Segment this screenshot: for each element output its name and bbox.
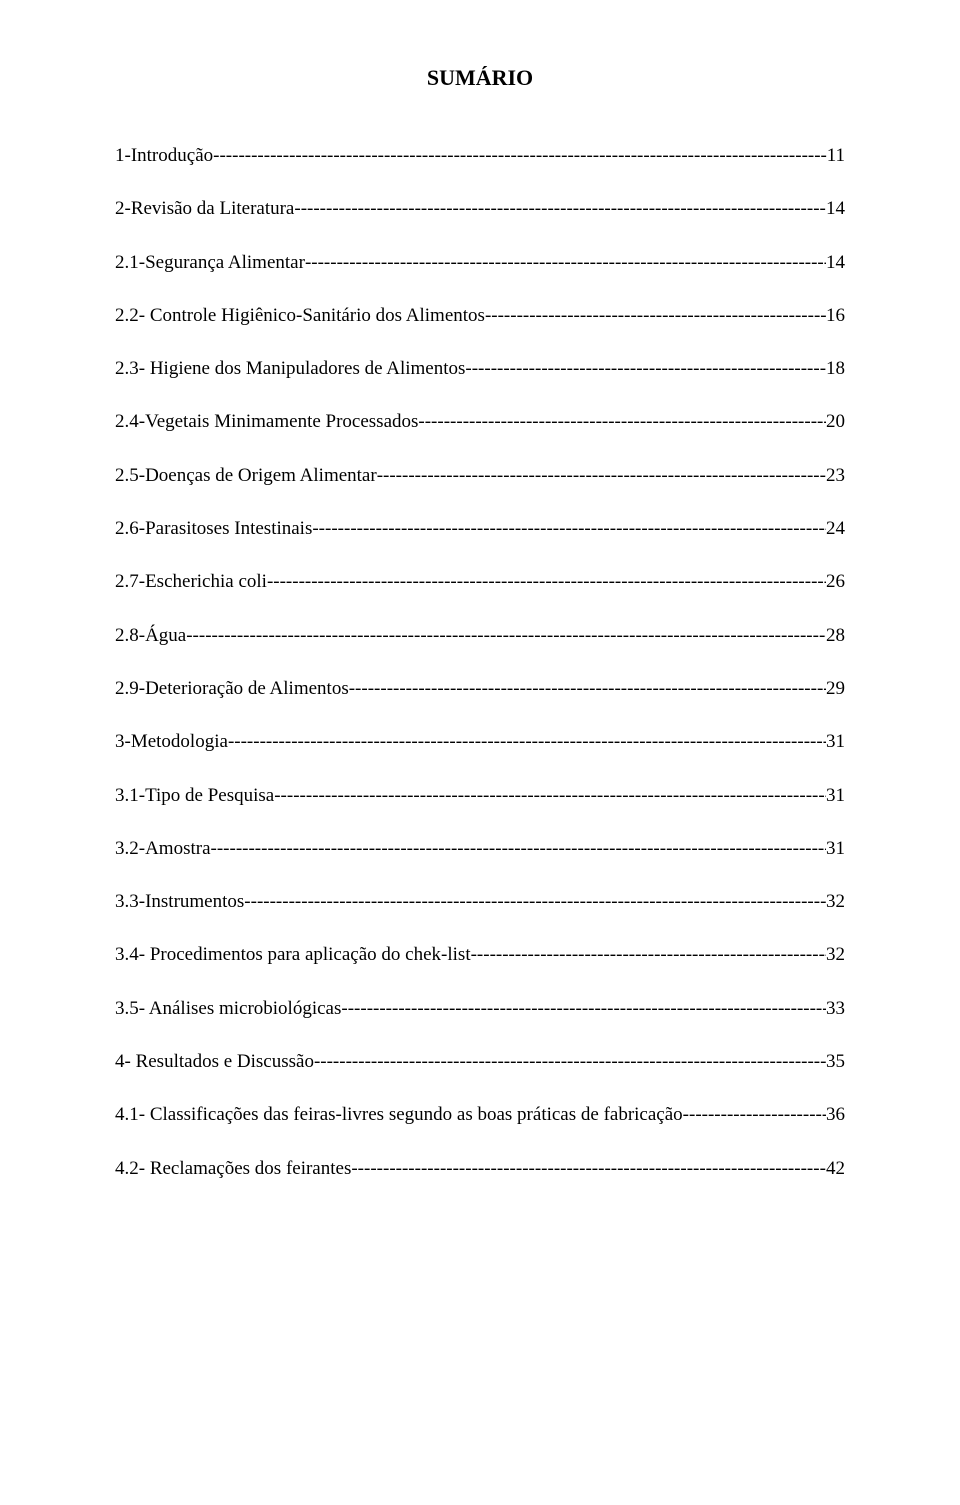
- toc-entry-page: 42: [826, 1158, 845, 1181]
- toc-entry: 2.5-Doenças de Origem Alimentar 23: [115, 465, 845, 488]
- toc-entry-page: 18: [826, 358, 845, 381]
- toc-entry: 2.7-Escherichia coli 26: [115, 571, 845, 594]
- toc-entry-label: 2.3- Higiene dos Manipuladores de Alimen…: [115, 358, 465, 381]
- toc-entry: 4.2- Reclamações dos feirantes 42: [115, 1158, 845, 1181]
- toc-entry-label: 2.8-Água: [115, 625, 186, 648]
- toc-entry: 3.3-Instrumentos 32: [115, 891, 845, 914]
- toc-entry-label: 3-Metodologia: [115, 731, 228, 754]
- toc-leader: [485, 305, 826, 328]
- toc-entry-page: 32: [826, 944, 845, 967]
- toc-entry-label: 4.1- Classificações das feiras-livres se…: [115, 1104, 683, 1127]
- toc-entry-page: 36: [826, 1104, 845, 1127]
- document-page: SUMÁRIO 1-Introdução 11 2-Revisão da Liter…: [0, 0, 960, 1505]
- toc-entry-label: 3.4- Procedimentos para aplicação do che…: [115, 944, 471, 967]
- toc-entry-label: 3.2-Amostra: [115, 838, 211, 861]
- toc-entry: 2.2- Controle Higiênico-Sanitário dos Al…: [115, 305, 845, 328]
- toc-entry: 2.4-Vegetais Minimamente Processados 20: [115, 411, 845, 434]
- toc-leader: [213, 145, 827, 168]
- toc-entry: 3-Metodologia 31: [115, 731, 845, 754]
- toc-entry: 2.3- Higiene dos Manipuladores de Alimen…: [115, 358, 845, 381]
- toc-entry-label: 3.5- Análises microbiológicas: [115, 998, 341, 1021]
- toc-entry-page: 26: [826, 571, 845, 594]
- toc-leader: [267, 571, 826, 594]
- toc-entry: 2.1-Segurança Alimentar 14: [115, 252, 845, 275]
- toc-entry-page: 20: [826, 411, 845, 434]
- toc-leader: [244, 891, 826, 914]
- toc-entry: 3.5- Análises microbiológicas 33: [115, 998, 845, 1021]
- toc-entry-page: 14: [826, 252, 845, 275]
- toc-leader: [312, 518, 826, 541]
- toc-entry-label: 2.6-Parasitoses Intestinais: [115, 518, 312, 541]
- toc-leader: [305, 252, 826, 275]
- toc-entry: 3.4- Procedimentos para aplicação do che…: [115, 944, 845, 967]
- toc-leader: [418, 411, 826, 434]
- toc-entry-label: 2.4-Vegetais Minimamente Processados: [115, 411, 418, 434]
- toc-entry-label: 2.1-Segurança Alimentar: [115, 252, 305, 275]
- toc-entry: 2.9-Deterioração de Alimentos 29: [115, 678, 845, 701]
- toc-entry-page: 35: [826, 1051, 845, 1074]
- toc-leader: [349, 678, 826, 701]
- toc-entry-page: 14: [826, 198, 845, 221]
- toc-entry-page: 29: [826, 678, 845, 701]
- toc-entry-label: 2.5-Doenças de Origem Alimentar: [115, 465, 377, 488]
- toc-entry-page: 11: [827, 145, 845, 168]
- toc-leader: [186, 625, 826, 648]
- toc-entry-label: 4- Resultados e Discussão: [115, 1051, 314, 1074]
- toc-entry-page: 31: [826, 731, 845, 754]
- toc-leader: [314, 1051, 826, 1074]
- toc-leader: [465, 358, 826, 381]
- toc-entry-page: 16: [826, 305, 845, 328]
- toc-entry-page: 23: [826, 465, 845, 488]
- toc-entry-page: 31: [826, 838, 845, 861]
- toc-leader: [341, 998, 826, 1021]
- toc-entry-label: 2-Revisão da Literatura: [115, 198, 294, 221]
- toc-entry-label: 3.1-Tipo de Pesquisa: [115, 785, 274, 808]
- toc-entry-label: 2.9-Deterioração de Alimentos: [115, 678, 349, 701]
- toc-entry-label: 3.3-Instrumentos: [115, 891, 244, 914]
- toc-entry: 2.6-Parasitoses Intestinais 24: [115, 518, 845, 541]
- toc-leader: [274, 785, 826, 808]
- toc-entry-label: 4.2- Reclamações dos feirantes: [115, 1158, 351, 1181]
- toc-leader: [471, 944, 826, 967]
- toc-entry-label: 1-Introdução: [115, 145, 213, 168]
- toc-entry-page: 24: [826, 518, 845, 541]
- toc-entry-page: 32: [826, 891, 845, 914]
- toc-leader: [683, 1104, 826, 1127]
- toc-entry: 3.1-Tipo de Pesquisa 31: [115, 785, 845, 808]
- toc-leader: [351, 1158, 826, 1181]
- toc-entry: 3.2-Amostra 31: [115, 838, 845, 861]
- toc-entry: 2-Revisão da Literatura 14: [115, 198, 845, 221]
- toc-entry-page: 31: [826, 785, 845, 808]
- table-of-contents: 1-Introdução112-Revisão da Literatura142…: [115, 145, 845, 1180]
- toc-leader: [294, 198, 826, 221]
- toc-leader: [228, 731, 826, 754]
- toc-entry: 4- Resultados e Discussão 35: [115, 1051, 845, 1074]
- toc-leader: [211, 838, 826, 861]
- toc-entry: 1-Introdução 11: [115, 145, 845, 168]
- toc-entry-label: 2.7-Escherichia coli: [115, 571, 267, 594]
- toc-entry: 4.1- Classificações das feiras-livres se…: [115, 1104, 845, 1127]
- page-title: SUMÁRIO: [115, 65, 845, 91]
- toc-entry-page: 28: [826, 625, 845, 648]
- toc-entry-label: 2.2- Controle Higiênico-Sanitário dos Al…: [115, 305, 485, 328]
- toc-leader: [377, 465, 826, 488]
- toc-entry: 2.8-Água 28: [115, 625, 845, 648]
- toc-entry-page: 33: [826, 998, 845, 1021]
